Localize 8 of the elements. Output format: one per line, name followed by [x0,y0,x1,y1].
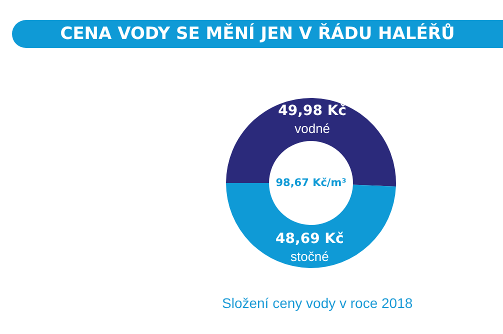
data-label: 48,69 Kč [276,230,344,247]
text: Složení ceny vody v roce 2018 [222,295,413,311]
donut-slice [226,98,396,186]
data-label: 49,98 Kč [278,103,346,120]
slice-label: stočné [290,248,329,264]
slice-label: vodné [294,121,330,136]
text: 98,67 Kč/m³ [276,177,347,189]
chart-title: CENA VODY SE MĚNÍ JEN V ŘÁDU HALÉŘŮ [12,20,503,48]
